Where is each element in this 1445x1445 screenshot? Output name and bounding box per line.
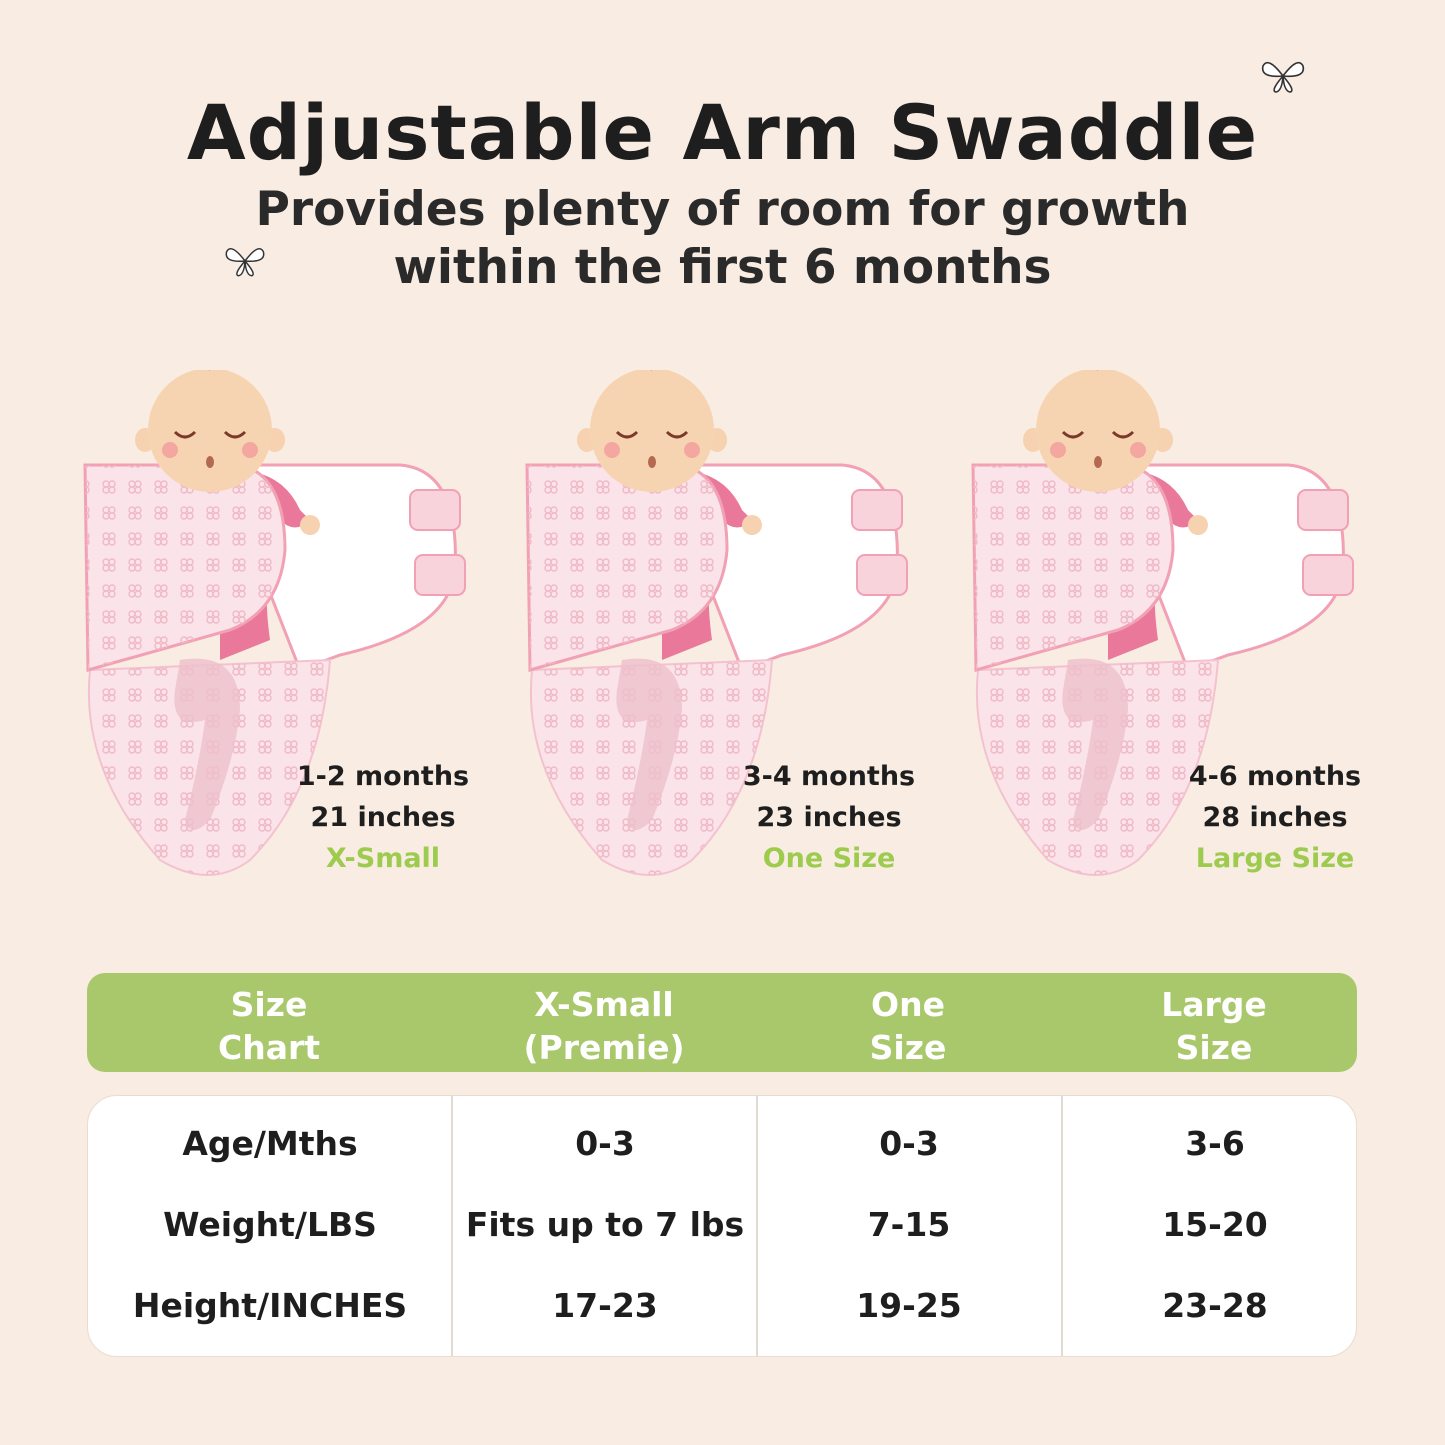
stage-size: One Size	[762, 843, 896, 874]
subtitle-line-1: Provides plenty of room for growth	[255, 182, 1190, 237]
size-chart-header: Size Chart X-Small (Premie) One Size Large S…	[87, 973, 1357, 1072]
butterfly-icon	[222, 242, 268, 280]
page-title: Adjustable Arm Swaddle	[186, 88, 1259, 177]
header-text: Size	[1175, 1028, 1253, 1067]
header-text: X-Small	[534, 985, 674, 1024]
stage-label-2: 3-4 months 23 inches One Size	[719, 756, 939, 879]
table-cell: 7-15	[867, 1205, 951, 1244]
header-text: Large	[1161, 985, 1267, 1024]
stage-age: 3-4 months	[742, 761, 916, 792]
row-label: Age/Mths	[182, 1124, 358, 1163]
table-cell: 19-25	[856, 1286, 962, 1325]
row-label: Height/INCHES	[132, 1286, 408, 1325]
stage-label-3: 4-6 months 28 inches Large Size	[1165, 756, 1385, 879]
header-text: (Premie)	[523, 1028, 685, 1067]
header-cell: Large Size	[1064, 983, 1364, 1069]
table-cell: 17-23	[552, 1286, 658, 1325]
column-divider	[756, 1096, 758, 1356]
column-divider	[1061, 1096, 1063, 1356]
stage-label-1: 1-2 months 21 inches X-Small	[273, 756, 493, 879]
butterfly-icon	[1258, 56, 1308, 96]
size-chart-table: Age/Mths 0-3 0-3 3-6 Weight/LBS Fits up …	[87, 1095, 1357, 1357]
table-cell: 0-3	[879, 1124, 939, 1163]
stage-size: X-Small	[325, 843, 441, 874]
header-text: One	[871, 985, 945, 1024]
column-divider	[451, 1096, 453, 1356]
stage-age: 4-6 months	[1188, 761, 1362, 792]
header-cell: Size Chart	[119, 983, 419, 1069]
header-text: Chart	[217, 1028, 321, 1067]
table-cell: Fits up to 7 lbs	[465, 1205, 745, 1244]
header-cell: X-Small (Premie)	[454, 983, 754, 1069]
stage-length: 28 inches	[1202, 802, 1348, 833]
table-cell: 15-20	[1162, 1205, 1268, 1244]
stage-size: Large Size	[1195, 843, 1355, 874]
stage-age: 1-2 months	[296, 761, 470, 792]
header-text: Size	[230, 985, 308, 1024]
header-text: Size	[869, 1028, 947, 1067]
subtitle-line-2: within the first 6 months	[393, 240, 1052, 295]
row-label: Weight/LBS	[163, 1205, 377, 1244]
table-cell: 3-6	[1185, 1124, 1245, 1163]
stage-length: 21 inches	[310, 802, 456, 833]
table-cell: 0-3	[575, 1124, 635, 1163]
header-cell: One Size	[758, 983, 1058, 1069]
stage-length: 23 inches	[756, 802, 902, 833]
table-cell: 23-28	[1162, 1286, 1268, 1325]
